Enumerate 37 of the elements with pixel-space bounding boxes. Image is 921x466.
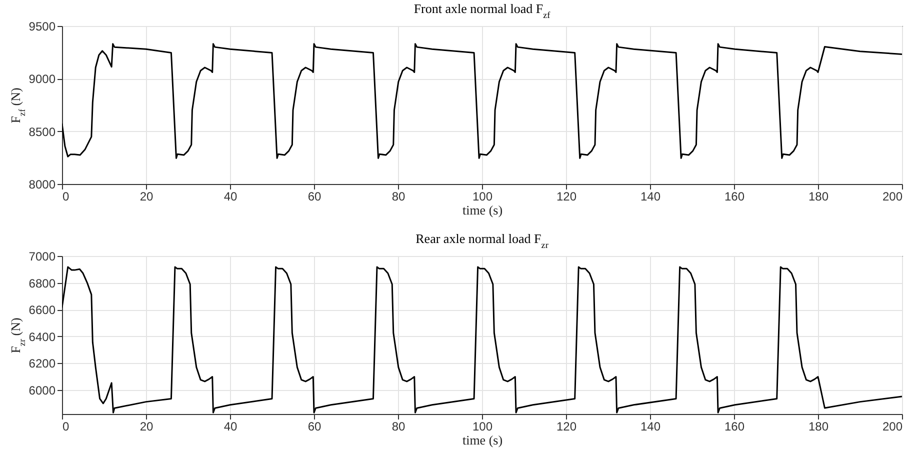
y-tick-label: 8000: [28, 178, 56, 192]
x-tick-label: 60: [308, 190, 322, 204]
line-series: [62, 43, 902, 159]
y-tick-label: 6200: [28, 356, 56, 371]
x-tick-label: 20: [140, 190, 154, 204]
x-tick-label: 40: [224, 190, 238, 204]
x-tick-label: 180: [808, 420, 829, 434]
y-tick-label: 6400: [28, 330, 56, 344]
x-axis-title: time (s): [462, 202, 503, 218]
x-tick-label: 100: [472, 190, 493, 204]
x-tick-label: 60: [308, 420, 322, 434]
x-tick-label: 0: [62, 420, 70, 434]
x-tick-label: 20: [140, 420, 154, 434]
x-tick-label: 0: [62, 190, 70, 204]
x-tick-label: 200: [882, 190, 903, 204]
y-tick-label: 8500: [28, 124, 56, 139]
y-tick-label: 7000: [28, 250, 56, 264]
y-tick-label: 9000: [28, 72, 56, 86]
x-tick-label: 160: [724, 190, 745, 204]
x-axis-title: time (s): [462, 432, 503, 448]
y-tick-label: 6000: [28, 383, 56, 398]
x-tick-label: 80: [392, 190, 406, 204]
x-tick-label: 140: [640, 420, 661, 434]
x-tick-label: 80: [392, 420, 406, 434]
chart-title: Front axle normal load F$_{zf}$: [414, 1, 552, 20]
x-tick-label: 180: [808, 190, 829, 204]
y-tick-label: 6600: [28, 303, 56, 318]
chart-title: Rear axle normal load F$_{zr}$: [416, 231, 548, 250]
x-tick-label: 140: [640, 190, 661, 204]
x-tick-label: 120: [556, 190, 577, 204]
x-tick-label: 160: [724, 420, 745, 434]
y-tick-label: 9500: [28, 20, 56, 34]
x-tick-label: 40: [224, 420, 238, 434]
x-tick-label: 120: [556, 420, 577, 434]
x-tick-label: 100: [472, 420, 493, 434]
x-tick-label: 200: [882, 420, 903, 434]
y-tick-label: 6800: [28, 276, 56, 290]
